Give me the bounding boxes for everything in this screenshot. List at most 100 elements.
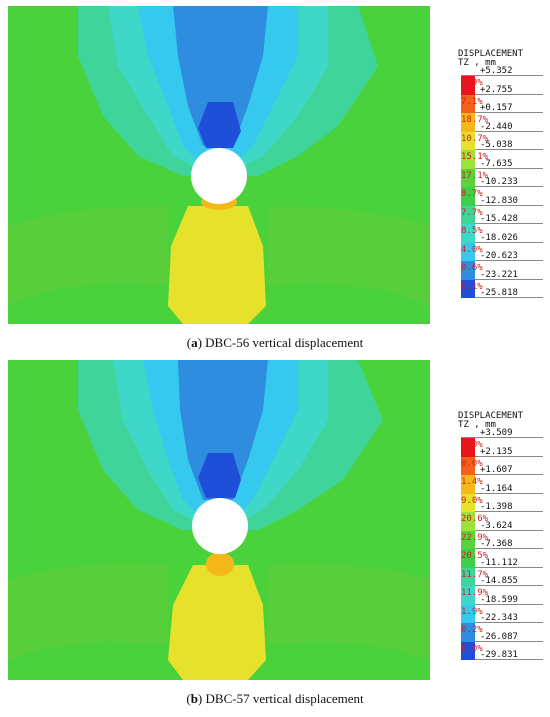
legend-percent-a: 1.9% [461, 78, 483, 88]
legend-tick-a: -18.026 [480, 232, 518, 243]
legend-row-b: 22.9% [458, 530, 548, 549]
legend-tick-a: -25.818 [480, 288, 518, 298]
legend-percent-a: 0.6% [461, 263, 483, 273]
legend-tick-b: -1.164 [480, 483, 513, 494]
legend-tick-b: -14.855 [480, 576, 518, 586]
legend-separator-a [461, 149, 543, 150]
legend-row-b: 11.7% [458, 567, 548, 586]
legend-row-b: 20.6% [458, 512, 548, 531]
legend-row-a: 18.7% [458, 113, 548, 132]
legend-separator-b [461, 659, 543, 660]
legend-swatch-a [461, 113, 475, 132]
legend-separator-a [461, 223, 543, 224]
legend-percent-b: 0.2% [461, 625, 483, 635]
legend-swatch-b [461, 549, 475, 568]
legend-tick-b: -29.831 [480, 650, 518, 660]
legend-tick-b: -18.599 [480, 594, 518, 605]
legend-separator-b [461, 529, 543, 531]
legend-tick-a: +0.157 [480, 103, 513, 113]
legend-percent-a: 8.7% [461, 189, 483, 199]
legend-tick-a: -15.428 [480, 214, 518, 224]
legend-percent-a: 15.1% [461, 152, 489, 162]
legend-percent-a: 10.7% [461, 133, 489, 144]
legend-row-b: 1.9% [458, 604, 548, 623]
legend-tick-a: -2.440 [480, 121, 513, 132]
legend-swatch-b [461, 493, 475, 512]
legend-percent-b: 1.4% [461, 477, 483, 487]
legend-percent-b: 0.0% [461, 643, 483, 654]
legend-swatch-b [461, 567, 475, 586]
legend-separator-b [461, 548, 543, 549]
caption-text-a: DBC-56 vertical displacement [201, 335, 364, 350]
caption-a: (a) DBC-56 vertical displacement [186, 335, 364, 350]
legend-swatch-a [461, 279, 475, 298]
legend-percent-a: 7.1% [461, 96, 483, 107]
legend-row-b: 0.0% [458, 641, 548, 660]
caption-text-b: DBC-57 vertical displacement [202, 691, 364, 706]
legend-separator-b [461, 474, 543, 475]
legend-tick-a: +2.755 [480, 84, 513, 95]
legend-tick-b: +3.509 [480, 428, 513, 438]
legend-subtitle-a: TZ , mm [458, 58, 496, 68]
legend-row-b: 0.2% [458, 623, 548, 642]
legend-swatch-b [461, 438, 475, 457]
legend-swatch-b [461, 604, 475, 623]
legend-percent-b: 11.7% [461, 569, 489, 580]
legend-separator-a [461, 93, 543, 95]
contour-plot-b [8, 360, 430, 680]
legend-row-a: 0.6% [458, 261, 548, 280]
legend-swatch-b [461, 530, 475, 549]
legend-separator-b [461, 622, 543, 623]
legend-percent-b: 0.0% [461, 440, 483, 450]
legend-swatch-b [461, 641, 475, 660]
caption-b: (b) DBC-57 vertical displacement [186, 691, 364, 706]
contour-svg-b [8, 360, 430, 680]
legend-percent-a: 17.1% [461, 170, 489, 181]
legend-separator-a [461, 278, 543, 280]
legend-tick-a: -20.623 [480, 251, 518, 261]
legend-tick-a: +5.352 [480, 66, 513, 76]
legend-separator-a [461, 204, 543, 206]
legend-tick-b: -26.087 [480, 631, 518, 642]
legend-separator-b [461, 640, 543, 642]
legend-separator-b [461, 511, 543, 512]
legend-separator-a [461, 186, 543, 187]
legend-swatch-a [461, 205, 475, 224]
legend-separator-b [461, 566, 543, 568]
legend-separator-b [461, 455, 543, 457]
legend-percent-b: 1.9% [461, 606, 483, 617]
contour-plot-a [8, 6, 430, 324]
legend-row-b: 11.9% [458, 586, 548, 605]
legend-percent-a: 18.7% [461, 115, 489, 125]
legend-tick-a: -7.635 [480, 158, 513, 169]
legend-row-a: 17.1% [458, 168, 548, 187]
legend-row-a: 1.9% [458, 76, 548, 95]
legend-separator-a [461, 260, 543, 261]
legend-swatch-a [461, 261, 475, 280]
legend-row-b: 20.5% [458, 549, 548, 568]
legend-row-a: 4.0% [458, 242, 548, 261]
legend-row-a: 7.7% [458, 205, 548, 224]
legend-tick-b: +2.135 [480, 446, 513, 457]
legend-row-a: 8.5% [458, 224, 548, 243]
legend-percent-b: 11.9% [461, 588, 489, 598]
legend-b: DISPLACEMENT TZ , mm +3.509 +2.135 +1.607 -… [458, 411, 548, 660]
legend-rows-b: +3.509 +2.135 +1.607 -1.164 -1.398 -3.624 -7.3… [458, 428, 548, 674]
legend-swatch-a [461, 187, 475, 206]
legend-percent-a: 0.1% [461, 281, 483, 292]
caption-letter-b: b [190, 691, 198, 706]
legend-swatch-a [461, 168, 475, 187]
legend-swatch-b [461, 475, 475, 494]
legend-row-a: 15.1% [458, 150, 548, 169]
legend-percent-a: 4.0% [461, 244, 483, 255]
legend-percent-b: 20.5% [461, 551, 489, 561]
legend-title-b: DISPLACEMENT [458, 411, 524, 421]
legend-separator-a [461, 75, 543, 76]
legend-percent-a: 8.5% [461, 226, 483, 236]
legend-tick-a: -10.233 [480, 177, 518, 187]
legend-swatch-a [461, 76, 475, 95]
contour-svg-a [8, 6, 430, 324]
legend-title-a: DISPLACEMENT [458, 49, 524, 59]
legend-separator-b [461, 603, 543, 605]
legend-row-a: 0.1% [458, 279, 548, 298]
